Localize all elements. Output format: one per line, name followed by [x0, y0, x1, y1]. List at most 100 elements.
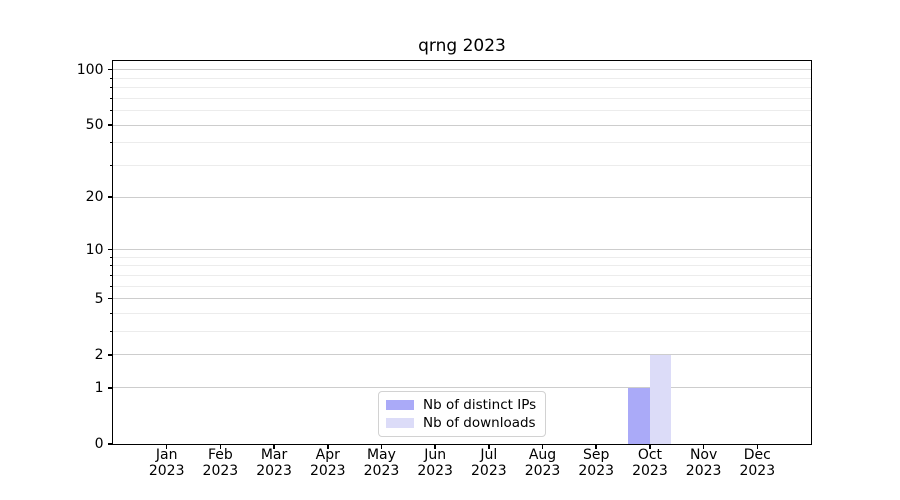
y-minor-tick: [109, 256, 112, 258]
x-tick-label: Nov 2023: [668, 447, 740, 479]
x-tick: [434, 445, 436, 449]
x-tick-year: 2023: [739, 462, 776, 479]
y-gridline-major: [113, 124, 811, 126]
x-tick: [219, 445, 222, 449]
y-tick: [107, 386, 112, 389]
x-tick-month: Sep: [583, 447, 610, 463]
x-tick-label: Jan 2023: [131, 447, 203, 479]
y-minor-tick: [109, 142, 112, 144]
y-gridline-minor: [113, 312, 811, 314]
x-tick-year: 2023: [148, 462, 185, 479]
y-minor-tick: [109, 109, 112, 112]
x-tick: [595, 445, 598, 449]
y-gridline-minor: [113, 87, 811, 89]
plot-area: [113, 61, 811, 444]
x-tick-label: Sep 2023: [560, 447, 632, 479]
y-minor-tick: [109, 312, 112, 315]
x-tick-month: May: [366, 447, 396, 463]
y-tick: [107, 196, 112, 198]
x-tick-year: 2023: [309, 462, 346, 479]
x-tick-month: Jan: [155, 447, 178, 463]
y-gridline-minor: [113, 285, 811, 287]
x-tick-month: Feb: [207, 447, 233, 463]
x-tick-label: Jun 2023: [399, 447, 471, 479]
y-gridline-minor: [113, 331, 811, 333]
x-tick-label: Apr 2023: [292, 447, 364, 479]
y-tick: [107, 354, 112, 356]
x-tick-year: 2023: [256, 462, 292, 479]
chart-title: qrng 2023: [418, 36, 506, 56]
x-tick-year: 2023: [471, 462, 507, 479]
y-minor-tick: [109, 86, 112, 89]
y-tick-label: 20: [85, 189, 104, 206]
y-gridline-minor: [113, 256, 811, 258]
y-gridline-major: [113, 354, 811, 356]
x-tick: [326, 445, 329, 449]
y-gridline-major: [113, 196, 811, 198]
y-minor-tick: [109, 330, 112, 333]
x-tick: [165, 445, 168, 449]
y-gridline-minor: [113, 265, 811, 267]
x-tick: [756, 445, 759, 449]
legend-row-downloads: Nb of downloads: [386, 415, 538, 431]
y-tick: [107, 124, 112, 126]
x-tick: [541, 445, 544, 449]
x-tick-month: Mar: [260, 447, 288, 463]
y-tick-label: 2: [94, 346, 104, 363]
x-tick-year: 2023: [685, 462, 722, 479]
x-tick-month: Jun: [424, 447, 447, 463]
x-tick: [488, 445, 490, 449]
x-tick-year: 2023: [578, 462, 615, 479]
y-minor-tick: [109, 265, 112, 267]
y-gridline-major: [113, 298, 811, 300]
x-tick-label: May 2023: [345, 447, 417, 479]
y-tick-label: 0: [94, 436, 104, 452]
x-tick: [380, 445, 383, 449]
y-tick: [107, 248, 112, 251]
y-gridline-major: [113, 387, 811, 389]
y-gridline-minor: [113, 142, 811, 144]
x-tick-month: Jul: [480, 447, 498, 463]
y-gridline-minor: [113, 97, 811, 99]
x-tick-month: Dec: [743, 447, 771, 463]
y-tick: [107, 68, 112, 71]
y-tick-label: 50: [85, 117, 104, 134]
x-tick: [702, 445, 705, 449]
x-tick-label: Aug 2023: [507, 447, 579, 479]
x-tick-year: 2023: [632, 462, 668, 479]
x-tick-month: Oct: [637, 447, 663, 463]
downloads-swatch-icon: [386, 418, 414, 428]
bar-downloads: [649, 354, 672, 444]
y-minor-tick: [109, 285, 112, 287]
x-tick-year: 2023: [363, 462, 400, 479]
distinct-ips-swatch-icon: [386, 400, 414, 410]
y-minor-tick: [109, 274, 112, 276]
legend-row-distinct-ips: Nb of distinct IPs: [386, 397, 538, 413]
x-tick-month: Nov: [689, 447, 718, 463]
y-gridline-major: [113, 249, 811, 251]
x-tick-label: Oct 2023: [614, 447, 686, 479]
y-gridline-minor: [113, 164, 811, 166]
legend: Nb of distinct IPs Nb of downloads: [378, 391, 546, 437]
y-tick-label: 1: [94, 379, 104, 396]
y-gridline-minor: [113, 274, 811, 276]
y-tick-label: 10: [85, 241, 104, 258]
x-tick-year: 2023: [417, 462, 453, 479]
y-gridline-major: [113, 69, 811, 71]
x-tick-month: Apr: [315, 447, 340, 463]
x-tick-label: Mar 2023: [238, 447, 310, 479]
y-minor-tick: [109, 77, 112, 79]
y-gridline-minor: [113, 77, 811, 79]
y-minor-tick: [109, 164, 112, 167]
x-tick: [649, 445, 651, 449]
y-tick: [107, 443, 112, 445]
x-tick-year: 2023: [202, 462, 239, 479]
y-tick-label: 100: [76, 61, 104, 78]
x-tick-year: 2023: [524, 462, 561, 479]
bar-distinct-ips: [628, 387, 650, 444]
y-minor-tick: [109, 97, 112, 99]
y-tick: [107, 297, 112, 300]
x-tick: [273, 445, 275, 449]
x-tick-label: Jul 2023: [453, 447, 525, 479]
